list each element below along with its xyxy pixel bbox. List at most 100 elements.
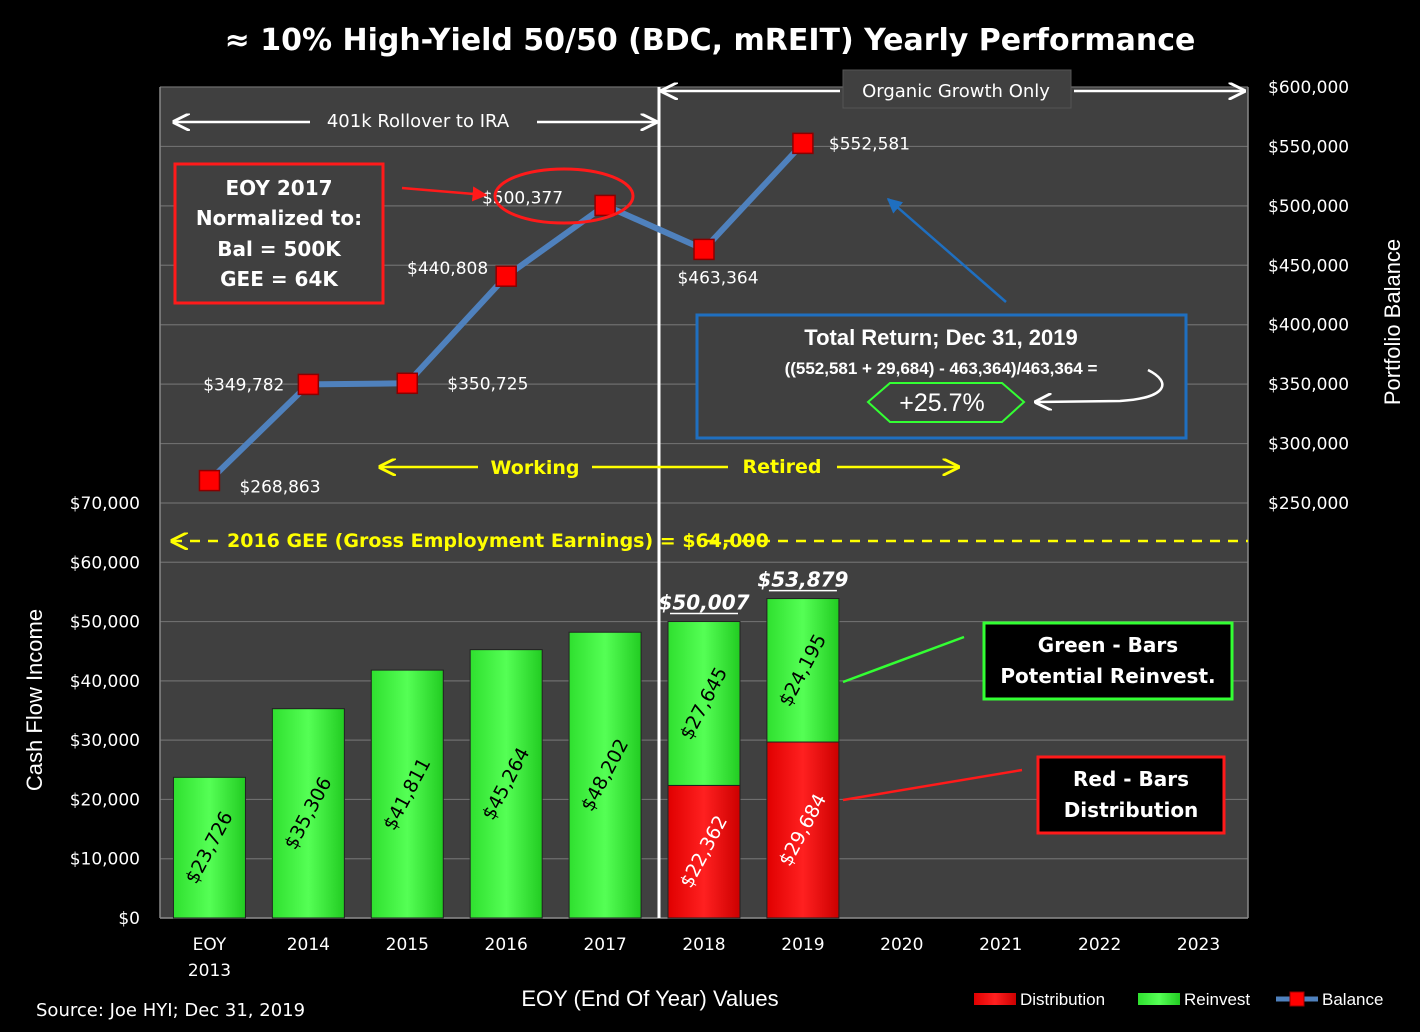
left-tick-label: $70,000	[70, 494, 140, 514]
right-tick-label: $550,000	[1268, 137, 1349, 157]
right-axis-ticks: $250,000 $300,000 $350,000 $400,000 $450,000…	[1268, 78, 1349, 514]
red-box-line-2: Distribution	[1064, 798, 1199, 822]
balance-point-label: $552,581	[829, 134, 910, 154]
bar-reinvest	[667, 621, 741, 786]
green-box-line-2: Potential Reinvest.	[1000, 664, 1215, 688]
legend-distribution-label: Distribution	[1020, 990, 1105, 1009]
bar-total-label: $53,879	[757, 568, 848, 592]
x-axis-label: EOY (End Of Year) Values	[521, 986, 778, 1011]
legend-distribution-swatch	[974, 993, 1016, 1005]
bar-reinvest	[271, 708, 345, 919]
right-tick-label: $600,000	[1268, 78, 1349, 98]
x-tick-label: 2022	[1078, 935, 1121, 955]
balance-series: $268,863 $349,782 $350,725 $440,808 $500,377…	[198, 132, 910, 498]
gee-line-label: 2016 GEE (Gross Employment Earnings) = $…	[227, 530, 769, 552]
total-return-pointer-arrow	[886, 198, 1007, 303]
red-box-line-1: Red - Bars	[1073, 767, 1189, 791]
bar-distribution	[667, 784, 741, 919]
left-tick-label: $50,000	[70, 613, 140, 633]
x-tick-label: 2015	[386, 935, 429, 955]
eoy-box-line-3: Bal = 500K	[217, 237, 342, 261]
x-tick-label: 2014	[287, 935, 330, 955]
balance-marker	[495, 265, 517, 287]
red-box-pointer	[842, 768, 1023, 802]
bar-distribution	[766, 741, 840, 919]
left-tick-label: $60,000	[70, 553, 140, 573]
right-tick-label: $400,000	[1268, 316, 1349, 336]
total-return-curved-arrow	[1036, 368, 1164, 402]
bar-reinvest	[568, 631, 642, 919]
balance-marker	[396, 372, 419, 395]
x-tick-label: 2021	[979, 935, 1022, 955]
y-axis-left-label: Cash Flow Income	[22, 609, 47, 791]
balance-point-label: $500,377	[482, 188, 563, 208]
x-tick-label: EOY	[193, 935, 227, 955]
x-tick-label: 2019	[781, 935, 824, 955]
eoy-box-line-4: GEE = 64K	[220, 267, 339, 291]
eoy-2017-highlight-ellipse	[493, 167, 635, 225]
balance-marker	[792, 132, 814, 155]
right-tick-label: $250,000	[1268, 494, 1349, 514]
balance-marker	[594, 194, 616, 217]
retired-label: Retired	[743, 456, 822, 478]
left-tick-label: $30,000	[70, 731, 140, 751]
green-box-pointer	[842, 635, 965, 684]
x-axis-categories: EOY 2013 2014 2015 2016 2017 2018 2019 2020 2021 2…	[188, 935, 1220, 981]
balance-marker	[198, 469, 221, 492]
bar-reinvest	[370, 669, 444, 919]
organic-label-box	[842, 69, 1072, 109]
x-tick-label: 2020	[880, 935, 923, 955]
eoy-box-arrow	[401, 186, 488, 202]
bar-reinvest	[766, 598, 840, 743]
red-bars-box	[1036, 755, 1226, 835]
x-tick-label: 2017	[583, 935, 626, 955]
right-tick-label: $300,000	[1268, 435, 1349, 455]
balance-point-label: $440,808	[407, 259, 488, 279]
green-bars-box	[982, 621, 1234, 701]
balance-marker	[297, 373, 320, 396]
rollover-label: 401k Rollover to IRA	[327, 111, 510, 132]
legend-balance-label: Balance	[1322, 990, 1383, 1009]
retired-label-box	[732, 447, 832, 485]
source-note: Source: Joe HYI; Dec 31, 2019	[36, 1000, 305, 1021]
y-axis-right-label: Portfolio Balance	[1380, 239, 1405, 405]
left-tick-label: $20,000	[70, 790, 140, 810]
eoy-normalized-box	[173, 162, 385, 305]
total-return-hexagon	[866, 382, 1026, 423]
bar-series: $23,726 $35,306 $41,811 $45,264 $48,202$22,3…	[172, 568, 849, 919]
legend: Distribution Reinvest Balance	[974, 990, 1383, 1009]
balance-point-label: $349,782	[203, 375, 284, 395]
x-tick-label: 2018	[682, 935, 725, 955]
right-tick-label: $450,000	[1268, 256, 1349, 276]
left-axis-ticks: $0 $10,000 $20,000 $30,000 $40,000 $50,000 $60…	[70, 494, 140, 929]
right-tick-label: $350,000	[1268, 375, 1349, 395]
x-tick-label: 2013	[188, 961, 231, 981]
balance-point-label: $350,725	[447, 374, 528, 394]
legend-reinvest-label: Reinvest	[1184, 990, 1250, 1009]
total-return-formula: ((552,581 + 29,684) - 463,364)/463,364 =	[785, 359, 1098, 378]
eoy-box-line-1: EOY 2017	[225, 176, 332, 200]
x-tick-label: 2016	[485, 935, 528, 955]
left-tick-label: $0	[118, 909, 140, 929]
balance-point-label: $268,863	[239, 478, 320, 498]
x-tick-label: 2023	[1177, 935, 1220, 955]
legend-reinvest-swatch	[1138, 993, 1180, 1005]
balance-point-label: $463,364	[677, 268, 758, 288]
green-box-line-1: Green - Bars	[1038, 633, 1178, 657]
right-tick-label: $500,000	[1268, 197, 1349, 217]
chart-title: ≈ 10% High-Yield 50/50 (BDC, mREIT) Year…	[225, 23, 1196, 58]
eoy-box-line-2: Normalized to:	[196, 206, 362, 230]
bar-total-label: $50,007	[658, 591, 749, 615]
left-tick-label: $10,000	[70, 850, 140, 870]
working-label: Working	[491, 457, 580, 479]
left-tick-label: $40,000	[70, 672, 140, 692]
total-return-box	[695, 313, 1188, 440]
organic-label: Organic Growth Only	[862, 81, 1050, 102]
bar-reinvest	[172, 776, 246, 919]
balance-marker	[693, 238, 715, 261]
bar-reinvest	[469, 649, 543, 919]
total-return-value: +25.7%	[899, 389, 985, 417]
total-return-title: Total Return; Dec 31, 2019	[804, 325, 1077, 350]
legend-balance-marker	[1289, 991, 1305, 1007]
